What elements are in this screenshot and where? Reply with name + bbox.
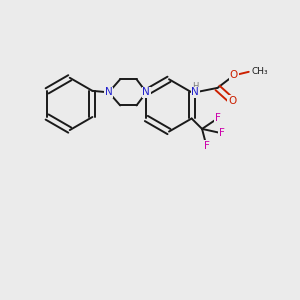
Text: N: N (105, 87, 112, 97)
Text: N: N (191, 87, 199, 97)
Text: F: F (204, 141, 209, 151)
Text: CH₃: CH₃ (251, 67, 268, 76)
Text: F: F (219, 128, 225, 138)
Text: N: N (142, 87, 150, 97)
Text: F: F (214, 113, 220, 124)
Text: H: H (192, 82, 198, 91)
Text: O: O (230, 70, 238, 80)
Text: O: O (228, 96, 236, 106)
